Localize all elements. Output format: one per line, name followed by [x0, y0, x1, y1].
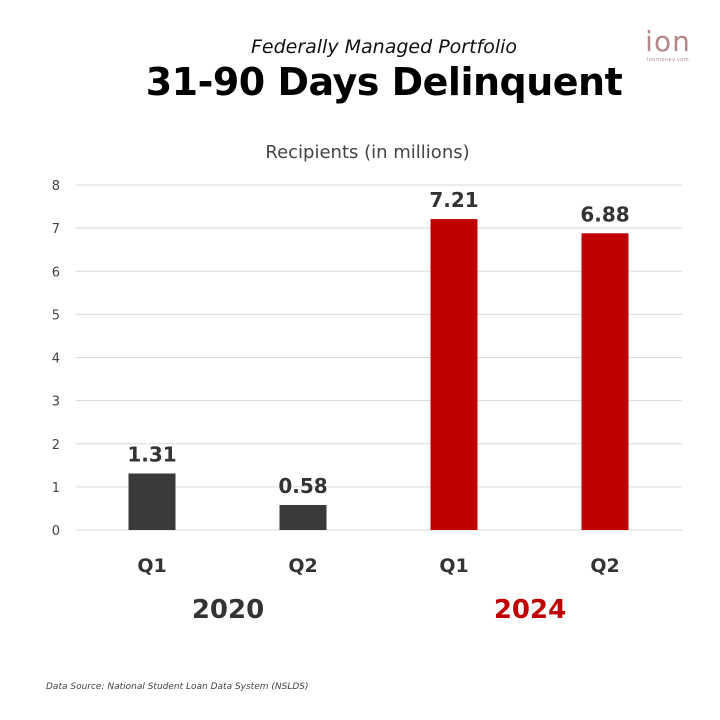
- logo-mark: ion: [645, 25, 691, 58]
- y-tick-label: 8: [52, 179, 60, 194]
- y-tick-label: 1: [52, 481, 60, 496]
- y-tick-label: 0: [52, 524, 60, 539]
- y-tick-label: 2: [52, 438, 60, 453]
- brand-logo: ion ionmoney.com: [638, 25, 698, 64]
- y-tick-label: 6: [52, 265, 60, 280]
- x-tick-label: Q2: [288, 555, 317, 577]
- y-tick-label: 4: [52, 352, 60, 367]
- year-group-label: 2020: [192, 595, 264, 625]
- bar-value-label: 1.31: [127, 443, 176, 467]
- year-group-label: 2024: [494, 595, 566, 625]
- chart-title: 31-90 Days Delinquent: [145, 60, 623, 104]
- bar-value-label: 0.58: [278, 474, 327, 498]
- y-axis-label: Recipients (in millions): [265, 142, 470, 163]
- x-tick-label: Q1: [439, 555, 468, 577]
- bar: [430, 219, 478, 530]
- y-tick-label: 7: [52, 222, 60, 237]
- data-source-footnote: Data Source: National Student Loan Data …: [46, 682, 309, 692]
- x-tick-label: Q2: [590, 555, 619, 577]
- bar-value-label: 7.21: [429, 188, 478, 212]
- bar-value-label: 6.88: [580, 202, 629, 226]
- bar: [128, 473, 176, 530]
- y-tick-label: 3: [52, 395, 60, 410]
- bar: [581, 233, 629, 531]
- x-tick-label: Q1: [137, 555, 166, 577]
- y-tick-label: 5: [52, 308, 60, 323]
- logo-tagline: ionmoney.com: [646, 57, 690, 63]
- chart-subtitle: Federally Managed Portfolio: [250, 36, 518, 58]
- bar: [279, 504, 327, 530]
